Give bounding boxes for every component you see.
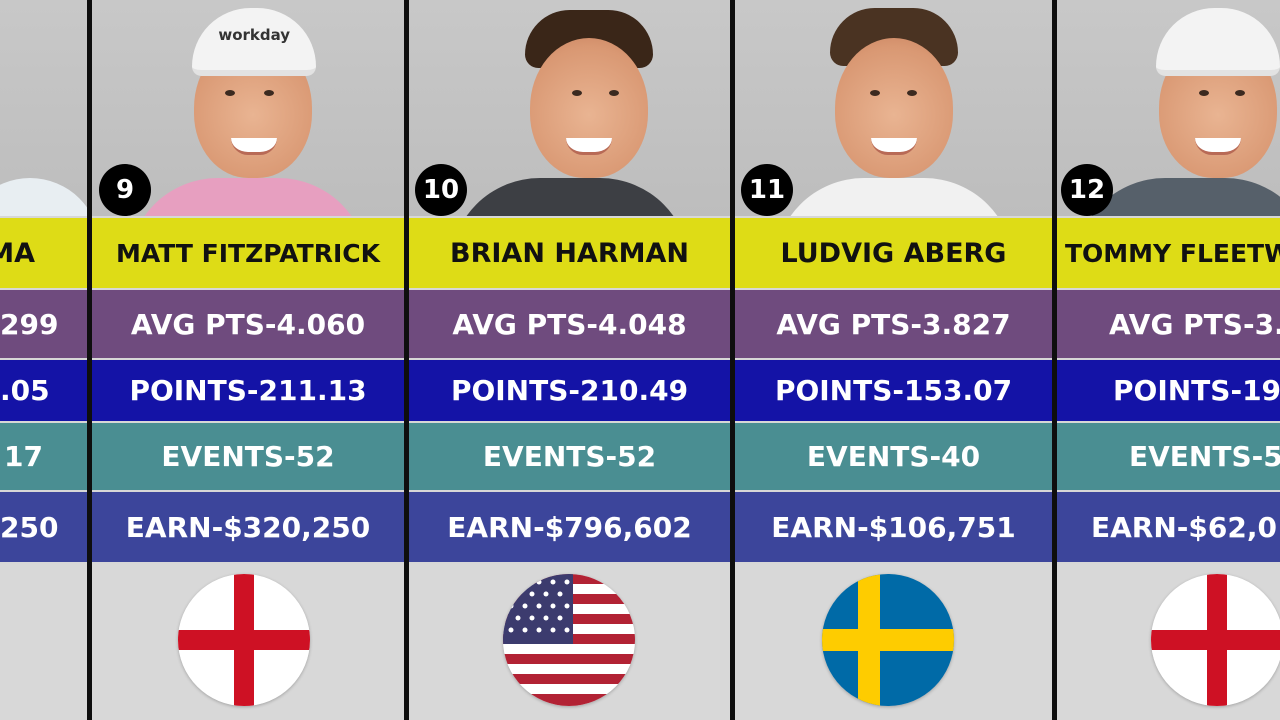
player-card-partial-left: MA 299 .05 17 250: [0, 0, 87, 720]
points-stat: POINTS-153.07: [735, 360, 1052, 421]
usa-flag-icon: [503, 574, 635, 706]
earnings-stat: EARN-$62,0: [1057, 492, 1280, 562]
cap: workday: [192, 8, 317, 76]
avg-points-stat: AVG PTS-3.7: [1057, 290, 1280, 358]
events-stat: EVENTS-40: [735, 423, 1052, 490]
face: [834, 38, 953, 178]
earnings-stat: EARN-$320,250: [92, 492, 404, 562]
player-name: MATT FITZPATRICK: [92, 218, 404, 288]
points-stat: POINTS-211.13: [92, 360, 404, 421]
england-flag-icon: [1151, 574, 1280, 706]
events-stat: 17: [0, 423, 87, 490]
points-stat: .05: [0, 360, 87, 421]
shirt: [128, 178, 368, 216]
avg-points-stat: AVG PTS-4.048: [409, 290, 730, 358]
shirt: [773, 178, 1014, 216]
england-flag-icon: [178, 574, 310, 706]
avg-points-stat: AVG PTS-3.827: [735, 290, 1052, 358]
rank-badge: 10: [415, 164, 467, 216]
rank-badge: 9: [99, 164, 151, 216]
events-stat: EVENTS-5: [1057, 423, 1280, 490]
events-stat: EVENTS-52: [409, 423, 730, 490]
rank-badge: 11: [741, 164, 793, 216]
points-stat: POINTS-210.49: [409, 360, 730, 421]
player-card-partial-right: 12 TOMMY FLEETW AVG PTS-3.7 POINTS-195 E…: [1057, 0, 1280, 720]
face: [529, 38, 648, 178]
sweden-flag-icon: [822, 574, 954, 706]
player-card: 10 BRIAN HARMAN AVG PTS-4.048 POINTS-210…: [409, 0, 730, 720]
player-name: MA: [0, 218, 87, 288]
cap-logo: workday: [218, 26, 291, 44]
player-name: BRIAN HARMAN: [409, 218, 730, 288]
earnings-stat: EARN-$796,602: [409, 492, 730, 562]
earnings-stat: EARN-$106,751: [735, 492, 1052, 562]
earnings-stat: 250: [0, 492, 87, 562]
shirt: [449, 178, 690, 216]
events-stat: EVENTS-52: [92, 423, 404, 490]
country-flag-area: [0, 564, 87, 720]
rank-badge: 12: [1061, 164, 1113, 216]
avg-points-stat: 299: [0, 290, 87, 358]
player-photo: [0, 0, 87, 216]
player-name: LUDVIG ABERG: [735, 218, 1052, 288]
avg-points-stat: AVG PTS-4.060: [92, 290, 404, 358]
cap: [1155, 8, 1280, 76]
player-card: 11 LUDVIG ABERG AVG PTS-3.827 POINTS-153…: [735, 0, 1052, 720]
player-card: workday 9 MATT FITZPATRICK AVG PTS-4.060…: [92, 0, 404, 720]
player-photo: [409, 0, 730, 216]
points-stat: POINTS-195: [1057, 360, 1280, 421]
player-name: TOMMY FLEETW: [1057, 218, 1280, 288]
